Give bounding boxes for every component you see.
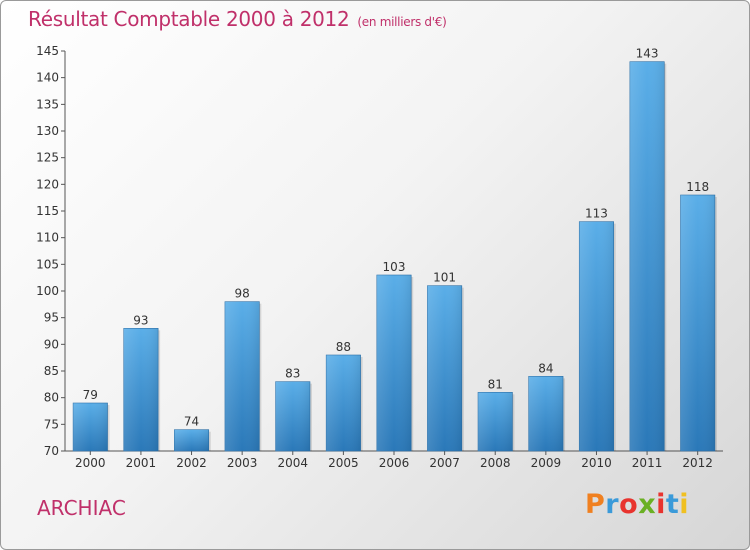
x-tick-label-2008: 2008 (480, 456, 511, 470)
y-tick-label: 115 (36, 204, 59, 218)
logo-letter: P (585, 489, 606, 520)
y-tick-label: 70 (44, 444, 59, 458)
bar-shine (427, 285, 462, 451)
bar-shine (376, 275, 412, 451)
logo-letter: i (656, 489, 666, 520)
value-label-2004: 83 (285, 367, 300, 381)
value-label-2011: 143 (636, 47, 659, 61)
value-label-2005: 88 (336, 340, 351, 354)
value-label-2002: 74 (184, 415, 199, 429)
logo-letter: r (605, 489, 620, 520)
x-tick-label-2002: 2002 (176, 456, 207, 470)
x-tick-label-2004: 2004 (277, 456, 308, 470)
y-tick-label: 85 (44, 364, 59, 378)
chart-title-text: Résultat Comptable 2000 à 2012 (28, 7, 350, 31)
axes: 70 75 80 85 90 95 100 105 110 115 120 125 130 135 140 1… (36, 44, 723, 470)
x-tick-label-2001: 2001 (126, 456, 157, 470)
x-tick-label-2011: 2011 (632, 456, 663, 470)
x-tick-label-2005: 2005 (328, 456, 359, 470)
y-tick-label: 100 (36, 284, 59, 298)
value-label-2012: 118 (686, 180, 709, 194)
bar-shine (174, 429, 209, 451)
value-label-2003: 98 (235, 287, 250, 301)
chart-subtitle: (en milliers d'€) (357, 15, 447, 29)
bar-shine (275, 381, 310, 451)
y-tick-label: 75 (44, 417, 59, 431)
chart-title: Résultat Comptable 2000 à 2012 (en millie… (28, 7, 447, 31)
x-tick-label-2010: 2010 (581, 456, 612, 470)
x-tick-label-2007: 2007 (429, 456, 460, 470)
logo-letter: i (679, 489, 690, 520)
y-tick-label: 80 (44, 391, 59, 405)
value-label-2000: 79 (83, 388, 98, 402)
y-tick-label: 130 (36, 124, 59, 138)
bar-shine (528, 376, 564, 451)
y-tick-label: 90 (44, 337, 59, 351)
y-tick-label: 135 (36, 97, 59, 111)
bar-shine (224, 301, 260, 451)
logo-letter: o (619, 489, 639, 520)
x-tick-label-2012: 2012 (682, 456, 713, 470)
bar-shine (629, 61, 665, 452)
bars: 79 93 74 98 83 88 103 101 81 84 113 143 118 (72, 47, 717, 452)
value-label-2001: 93 (133, 313, 148, 327)
bar-shine (680, 195, 715, 451)
x-tick-label-2009: 2009 (531, 456, 562, 470)
value-label-2009: 84 (538, 361, 553, 375)
x-tick-label-2003: 2003 (227, 456, 258, 470)
bar-shine (579, 221, 614, 451)
x-tick-label-2006: 2006 (379, 456, 410, 470)
y-tick-label: 120 (36, 177, 59, 191)
y-tick-label: 110 (36, 231, 59, 245)
x-tick-label-2000: 2000 (75, 456, 106, 470)
logo-letter: t (665, 489, 680, 520)
y-tick-label: 125 (36, 151, 59, 165)
value-label-2010: 113 (585, 207, 608, 221)
bar-shine (123, 328, 159, 451)
y-tick-label: 95 (44, 311, 59, 325)
value-label-2006: 103 (383, 260, 406, 274)
y-tick-label: 140 (36, 71, 59, 85)
y-tick-label: 105 (36, 257, 59, 271)
commune-name: ARCHIAC (37, 496, 126, 520)
bar-shine (73, 403, 108, 451)
proxiti-logo[interactable]: Proxiti (585, 489, 689, 520)
value-label-2007: 101 (433, 271, 456, 285)
value-label-2008: 81 (488, 377, 503, 391)
bar-shine (478, 392, 513, 451)
y-tick-label: 145 (36, 44, 59, 58)
logo-letter: x (638, 489, 657, 520)
bar-shine (326, 355, 361, 451)
